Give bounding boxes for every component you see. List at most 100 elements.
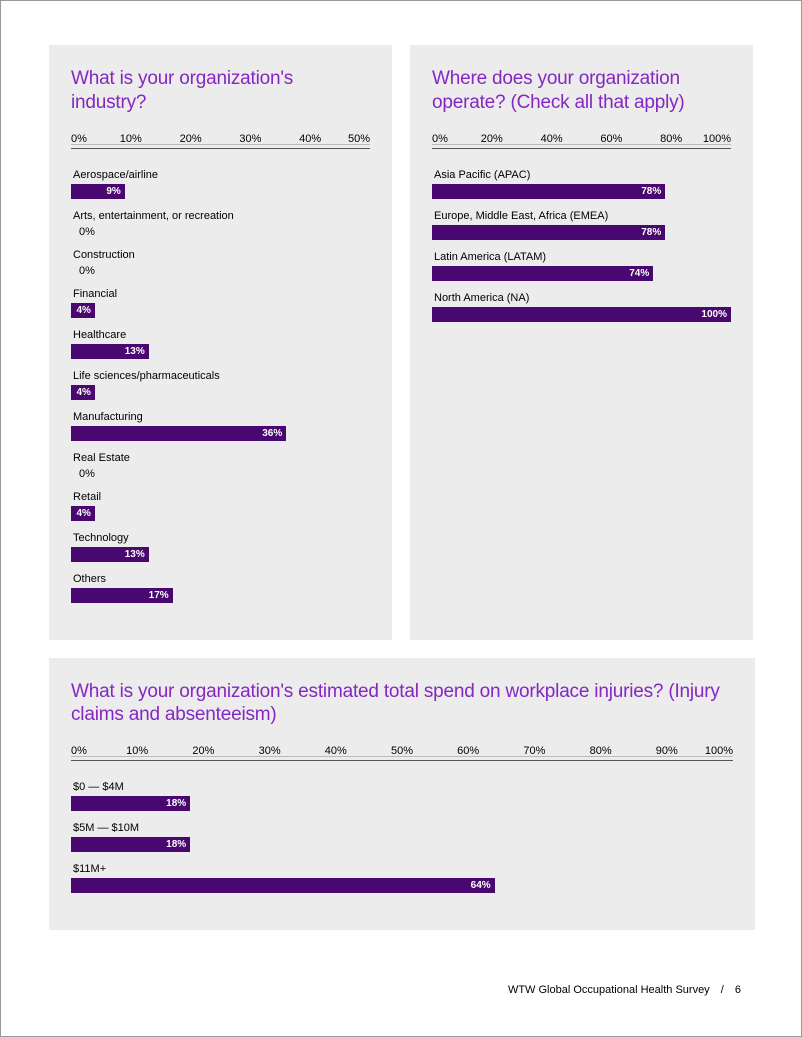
bar-fill: 36% bbox=[71, 426, 286, 441]
bar-fill: 17% bbox=[71, 588, 173, 603]
bar-fill: 9% bbox=[71, 184, 125, 199]
axis-tick: 100% bbox=[703, 133, 731, 145]
bar-label: Others bbox=[71, 573, 370, 585]
bar-value: 100% bbox=[701, 309, 727, 320]
bar-value: 4% bbox=[76, 305, 90, 316]
page-footer: WTW Global Occupational Health Survey / … bbox=[508, 984, 741, 996]
bar-label: Europe, Middle East, Africa (EMEA) bbox=[432, 210, 731, 222]
axis-tick: 10% bbox=[126, 745, 148, 757]
bar-label: Manufacturing bbox=[71, 411, 370, 423]
bar-track: 17% bbox=[71, 588, 370, 603]
bar-fill: 18% bbox=[71, 837, 190, 852]
bar-value: 4% bbox=[76, 387, 90, 398]
bar-fill: 100% bbox=[432, 307, 731, 322]
bar-row: Retail 4% bbox=[71, 491, 370, 521]
bar-label: Real Estate bbox=[71, 452, 370, 464]
bar-row: $11M+ 64% bbox=[71, 863, 733, 893]
axis-tick: 60% bbox=[600, 133, 622, 145]
spend-axis: 0%10%20%30%40%50%60%70%80%90%100% bbox=[71, 747, 733, 761]
bar-label: North America (NA) bbox=[432, 292, 731, 304]
bar-value-zero: 0% bbox=[71, 225, 370, 238]
bar-value: 9% bbox=[106, 186, 120, 197]
bar-row: Life sciences/pharmaceuticals 4% bbox=[71, 370, 370, 400]
footer-text: WTW Global Occupational Health Survey bbox=[508, 984, 710, 996]
bar-value: 17% bbox=[149, 590, 169, 601]
bar-value: 78% bbox=[641, 186, 661, 197]
axis-tick: 40% bbox=[541, 133, 563, 145]
footer-page-number: 6 bbox=[735, 984, 741, 996]
axis-tick: 0% bbox=[432, 133, 448, 145]
bar-row: Manufacturing 36% bbox=[71, 411, 370, 441]
axis-tick: 0% bbox=[71, 745, 87, 757]
bar-value-zero: 0% bbox=[71, 467, 370, 480]
bar-label: Latin America (LATAM) bbox=[432, 251, 731, 263]
bar-value: 64% bbox=[471, 880, 491, 891]
bar-label: Arts, entertainment, or recreation bbox=[71, 210, 370, 222]
bar-track: 4% bbox=[71, 506, 370, 521]
bar-fill: 4% bbox=[71, 303, 95, 318]
bar-track: 74% bbox=[432, 266, 731, 281]
industry-bars: Aerospace/airline9% Arts, entertainment, … bbox=[71, 169, 370, 603]
spend-chart-panel: What is your organization's estimated to… bbox=[49, 658, 755, 931]
top-row: What is your organization's industry? 0%… bbox=[49, 45, 753, 640]
bar-row: Others 17% bbox=[71, 573, 370, 603]
axis-tick: 50% bbox=[391, 745, 413, 757]
bar-label: Retail bbox=[71, 491, 370, 503]
axis-inner-line bbox=[71, 144, 370, 145]
bar-row: $0 — $4M 18% bbox=[71, 781, 733, 811]
bar-label: Financial bbox=[71, 288, 370, 300]
bar-label: Asia Pacific (APAC) bbox=[432, 169, 731, 181]
operate-bars: Asia Pacific (APAC)78%Europe, Middle Eas… bbox=[432, 169, 731, 322]
bar-track: 78% bbox=[432, 225, 731, 240]
spend-chart-title: What is your organization's estimated to… bbox=[71, 680, 733, 728]
axis-tick: 20% bbox=[192, 745, 214, 757]
bar-label: $11M+ bbox=[71, 863, 733, 875]
bar-row: $5M — $10M18% bbox=[71, 822, 733, 852]
bar-value: 78% bbox=[641, 227, 661, 238]
bar-track: 18% bbox=[71, 796, 733, 811]
axis-inner-line bbox=[432, 144, 731, 145]
bar-label: $0 — $4M bbox=[71, 781, 733, 793]
bar-fill: 4% bbox=[71, 385, 95, 400]
operate-chart-title: Where does your organization operate? (C… bbox=[432, 67, 731, 115]
axis-tick: 50% bbox=[348, 133, 370, 145]
industry-axis: 0%10%20%30%40%50% bbox=[71, 135, 370, 149]
bar-fill: 74% bbox=[432, 266, 653, 281]
axis-tick: 80% bbox=[660, 133, 682, 145]
bar-track: 13% bbox=[71, 344, 370, 359]
bar-row: Real Estate 0% bbox=[71, 452, 370, 480]
bar-row: Aerospace/airline9% bbox=[71, 169, 370, 199]
bar-fill: 78% bbox=[432, 225, 665, 240]
bar-track: 36% bbox=[71, 426, 370, 441]
axis-tick: 10% bbox=[120, 133, 142, 145]
axis-tick: 20% bbox=[481, 133, 503, 145]
bar-row: Latin America (LATAM) 74% bbox=[432, 251, 731, 281]
axis-tick: 30% bbox=[259, 745, 281, 757]
bar-row: Healthcare 13% bbox=[71, 329, 370, 359]
bar-label: Healthcare bbox=[71, 329, 370, 341]
footer-sep: / bbox=[721, 984, 724, 996]
bar-value: 36% bbox=[262, 428, 282, 439]
bar-track: 100% bbox=[432, 307, 731, 322]
axis-tick: 20% bbox=[180, 133, 202, 145]
bar-track: 64% bbox=[71, 878, 733, 893]
bar-label: Life sciences/pharmaceuticals bbox=[71, 370, 370, 382]
axis-tick: 70% bbox=[523, 745, 545, 757]
bar-label: Construction bbox=[71, 249, 370, 261]
bar-track: 4% bbox=[71, 385, 370, 400]
axis-tick: 100% bbox=[705, 745, 733, 757]
axis-tick: 80% bbox=[590, 745, 612, 757]
bar-value: 18% bbox=[166, 798, 186, 809]
bar-value: 13% bbox=[125, 346, 145, 357]
bar-track: 13% bbox=[71, 547, 370, 562]
bar-track: 4% bbox=[71, 303, 370, 318]
bar-track: 9% bbox=[71, 184, 370, 199]
bar-fill: 78% bbox=[432, 184, 665, 199]
bar-row: Europe, Middle East, Africa (EMEA) 78% bbox=[432, 210, 731, 240]
bar-fill: 64% bbox=[71, 878, 495, 893]
axis-tick: 0% bbox=[71, 133, 87, 145]
bar-value: 4% bbox=[76, 508, 90, 519]
page-container: What is your organization's industry? 0%… bbox=[1, 1, 801, 930]
bar-row: Construction0% bbox=[71, 249, 370, 277]
bar-label: Technology bbox=[71, 532, 370, 544]
